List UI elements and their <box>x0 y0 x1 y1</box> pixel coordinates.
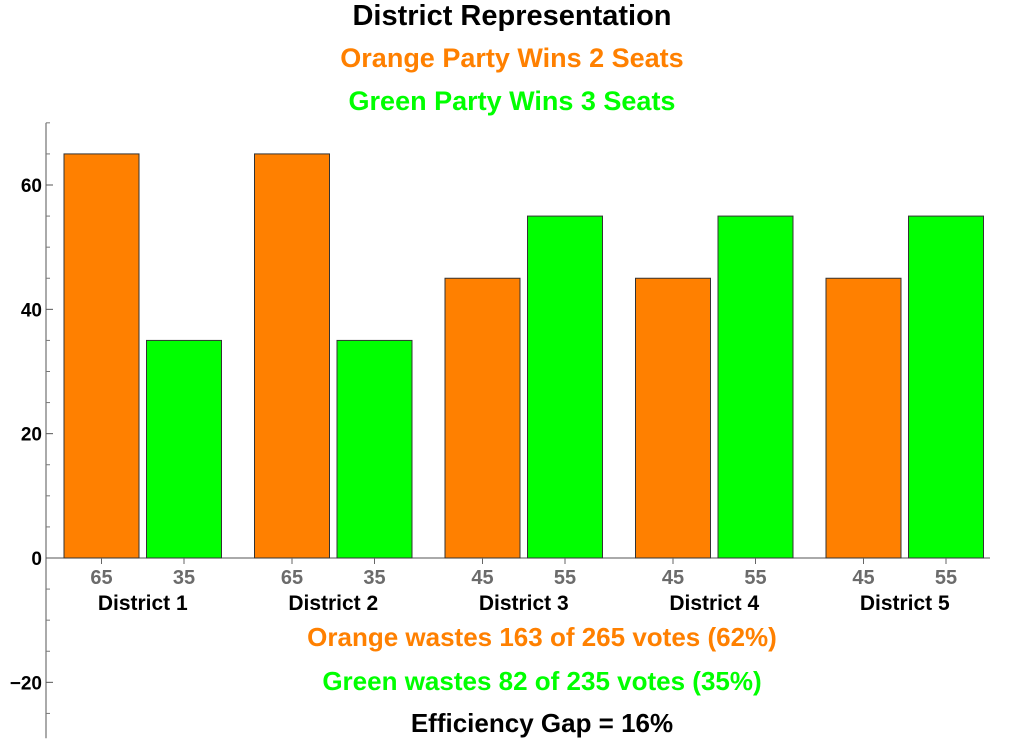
orange-subtitle: Orange Party Wins 2 Seats <box>340 43 684 73</box>
y-tick-label: 0 <box>31 549 42 570</box>
green-bar <box>717 215 794 559</box>
bar-value-label: 65 <box>90 567 112 589</box>
green-bar <box>336 339 413 559</box>
bar-value-label: 55 <box>554 567 576 589</box>
district-label: District 1 <box>98 592 188 615</box>
orange-wasted-annotation: Orange wastes 163 of 265 votes (62%) <box>307 622 777 652</box>
bar-value-label: 35 <box>173 567 195 589</box>
bar-value-label: 65 <box>281 567 303 589</box>
bar-value-label: 45 <box>471 567 493 589</box>
bar-value-label: 55 <box>744 567 766 589</box>
district-label: District 5 <box>860 592 950 615</box>
efficiency-gap-annotation: Efficiency Gap = 16% <box>410 708 674 738</box>
orange-bar <box>635 277 711 559</box>
district-label: District 3 <box>479 592 569 615</box>
orange-bar <box>254 153 330 559</box>
bar-value-label: 55 <box>935 567 957 589</box>
orange-bar <box>63 153 140 559</box>
green-bar <box>527 215 603 559</box>
district-label: District 2 <box>288 592 378 615</box>
district-label: District 4 <box>669 592 759 615</box>
bar-value-label: 45 <box>662 567 684 589</box>
green-subtitle: Green Party Wins 3 Seats <box>348 86 676 116</box>
y-tick-label: 40 <box>21 300 42 321</box>
green-wasted-annotation: Green wastes 82 of 235 votes (35%) <box>322 666 762 696</box>
bar-value-label: 45 <box>852 567 874 589</box>
y-tick-label: 20 <box>21 425 42 446</box>
bar-value-label: 35 <box>363 567 385 589</box>
orange-bar <box>825 277 902 559</box>
green-bar <box>146 339 222 559</box>
chart-title: District Representation <box>352 0 672 32</box>
orange-bar <box>444 277 521 559</box>
y-tick-label: 60 <box>21 176 42 197</box>
y-tick-label: −20 <box>10 673 42 694</box>
green-bar <box>908 215 984 559</box>
